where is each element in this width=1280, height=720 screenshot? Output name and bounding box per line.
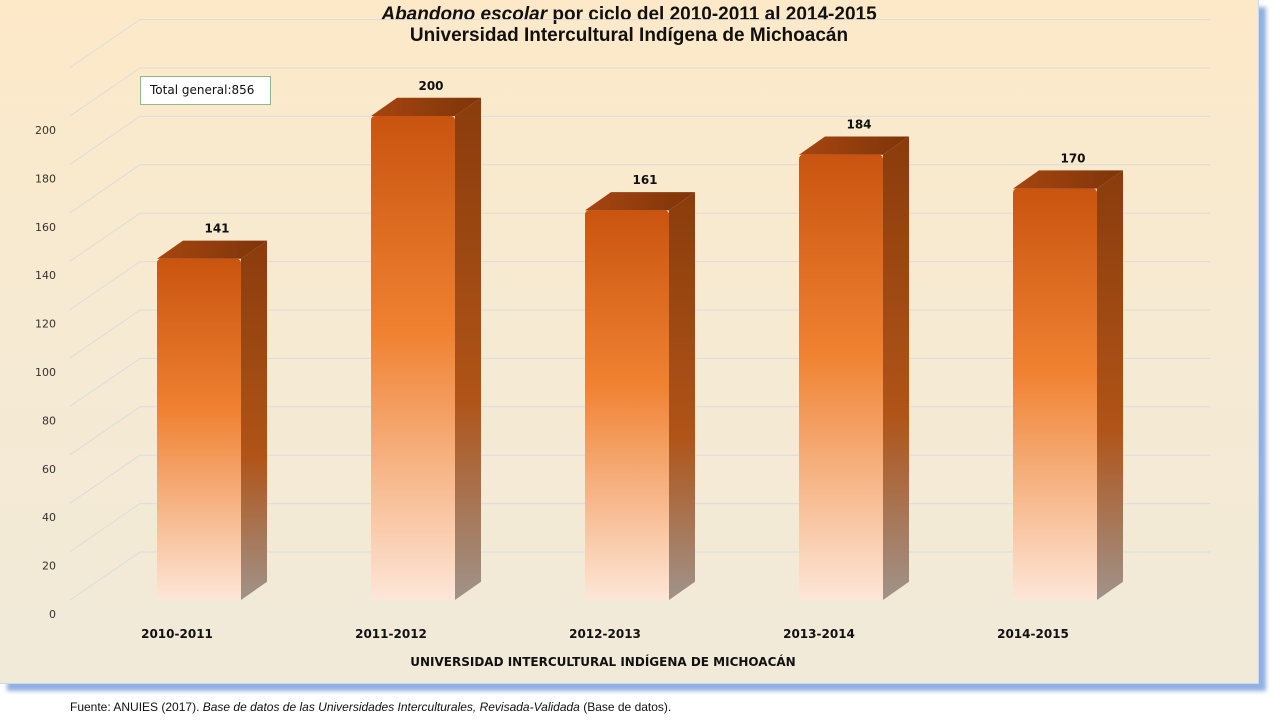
bar-value-label: 200 <box>418 79 443 93</box>
bar-front-face <box>157 258 241 600</box>
bar-top-face <box>585 192 695 211</box>
bar-side-face <box>455 97 481 601</box>
wall-gridline <box>69 67 141 117</box>
bar-2010-2011 <box>157 240 267 600</box>
bar-top-face <box>157 240 267 259</box>
bar-2012-2013 <box>585 192 695 600</box>
source-note: Fuente: ANUIES (2017). Base de datos de … <box>70 700 671 714</box>
bar-front-face <box>1013 188 1097 600</box>
bar-side-face <box>669 192 695 600</box>
y-tick-label: 140 <box>35 269 56 282</box>
total-value: 856 <box>231 83 255 97</box>
wall-gridline <box>69 212 141 262</box>
wall-gridline <box>69 503 141 553</box>
bar-front-face <box>799 154 883 600</box>
bar-side-face <box>241 240 267 600</box>
wall-gridline <box>69 551 141 601</box>
y-tick-label: 200 <box>35 124 56 137</box>
x-tick-label: 2010-2011 <box>141 627 213 641</box>
wall-gridline <box>69 115 141 165</box>
wall-gridline <box>69 164 141 214</box>
chart-subtitle: Universidad Intercultural Indígena de Mi… <box>409 25 849 46</box>
bar-value-label: 161 <box>632 173 657 187</box>
x-tick-label: 2014-2015 <box>997 627 1069 641</box>
bar-top-face <box>1013 170 1123 189</box>
total-label: Total general: <box>150 83 232 97</box>
y-tick-label: 40 <box>42 511 56 524</box>
chart-panel: Abandono escolar por ciclo del 2010-2011… <box>0 0 1259 684</box>
y-tick-label: 0 <box>49 608 56 621</box>
y-tick-label: 180 <box>35 172 56 185</box>
wall-gridline <box>69 261 141 311</box>
bar-front-face <box>371 116 455 600</box>
wall-gridline <box>69 406 141 456</box>
x-tick-label: 2013-2014 <box>783 627 855 641</box>
y-tick-label: 160 <box>35 221 56 234</box>
wall-gridline <box>69 309 141 359</box>
source-title: Base de datos de las Universidades Inter… <box>202 700 580 714</box>
wall-gridline <box>69 357 141 407</box>
y-tick-label: 80 <box>42 414 56 427</box>
bar-2011-2012 <box>371 97 481 601</box>
bar-side-face <box>883 136 909 600</box>
y-tick-label: 120 <box>35 318 56 331</box>
bar-side-face <box>1097 170 1123 600</box>
y-tick-label: 100 <box>35 366 56 379</box>
chart-plot: 0 20 40 60 80 100 120 140 160 180 200 141 2010-2011 2… <box>35 19 1210 669</box>
x-tick-label: 2012-2013 <box>569 627 641 641</box>
source-prefix: Fuente: ANUIES (2017). <box>70 700 200 714</box>
y-tick-label: 20 <box>42 560 56 573</box>
wall-gridline <box>69 454 141 504</box>
bar-2014-2015 <box>1013 170 1123 600</box>
bar-top-face <box>799 136 909 155</box>
bar-value-label: 170 <box>1060 151 1085 165</box>
x-axis-title: UNIVERSIDAD INTERCULTURAL INDÍGENA DE MI… <box>410 654 795 669</box>
x-tick-label: 2011-2012 <box>355 627 427 641</box>
total-general-box: Total general:856 <box>140 76 271 105</box>
bar-value-label: 184 <box>846 118 871 132</box>
bar-front-face <box>585 210 669 600</box>
bar-value-label: 141 <box>204 222 229 236</box>
bar-top-face <box>371 97 481 116</box>
y-tick-label: 60 <box>42 463 56 476</box>
wall-gridline <box>69 19 141 69</box>
source-suffix: (Base de datos). <box>583 700 672 714</box>
bar-2013-2014 <box>799 136 909 600</box>
